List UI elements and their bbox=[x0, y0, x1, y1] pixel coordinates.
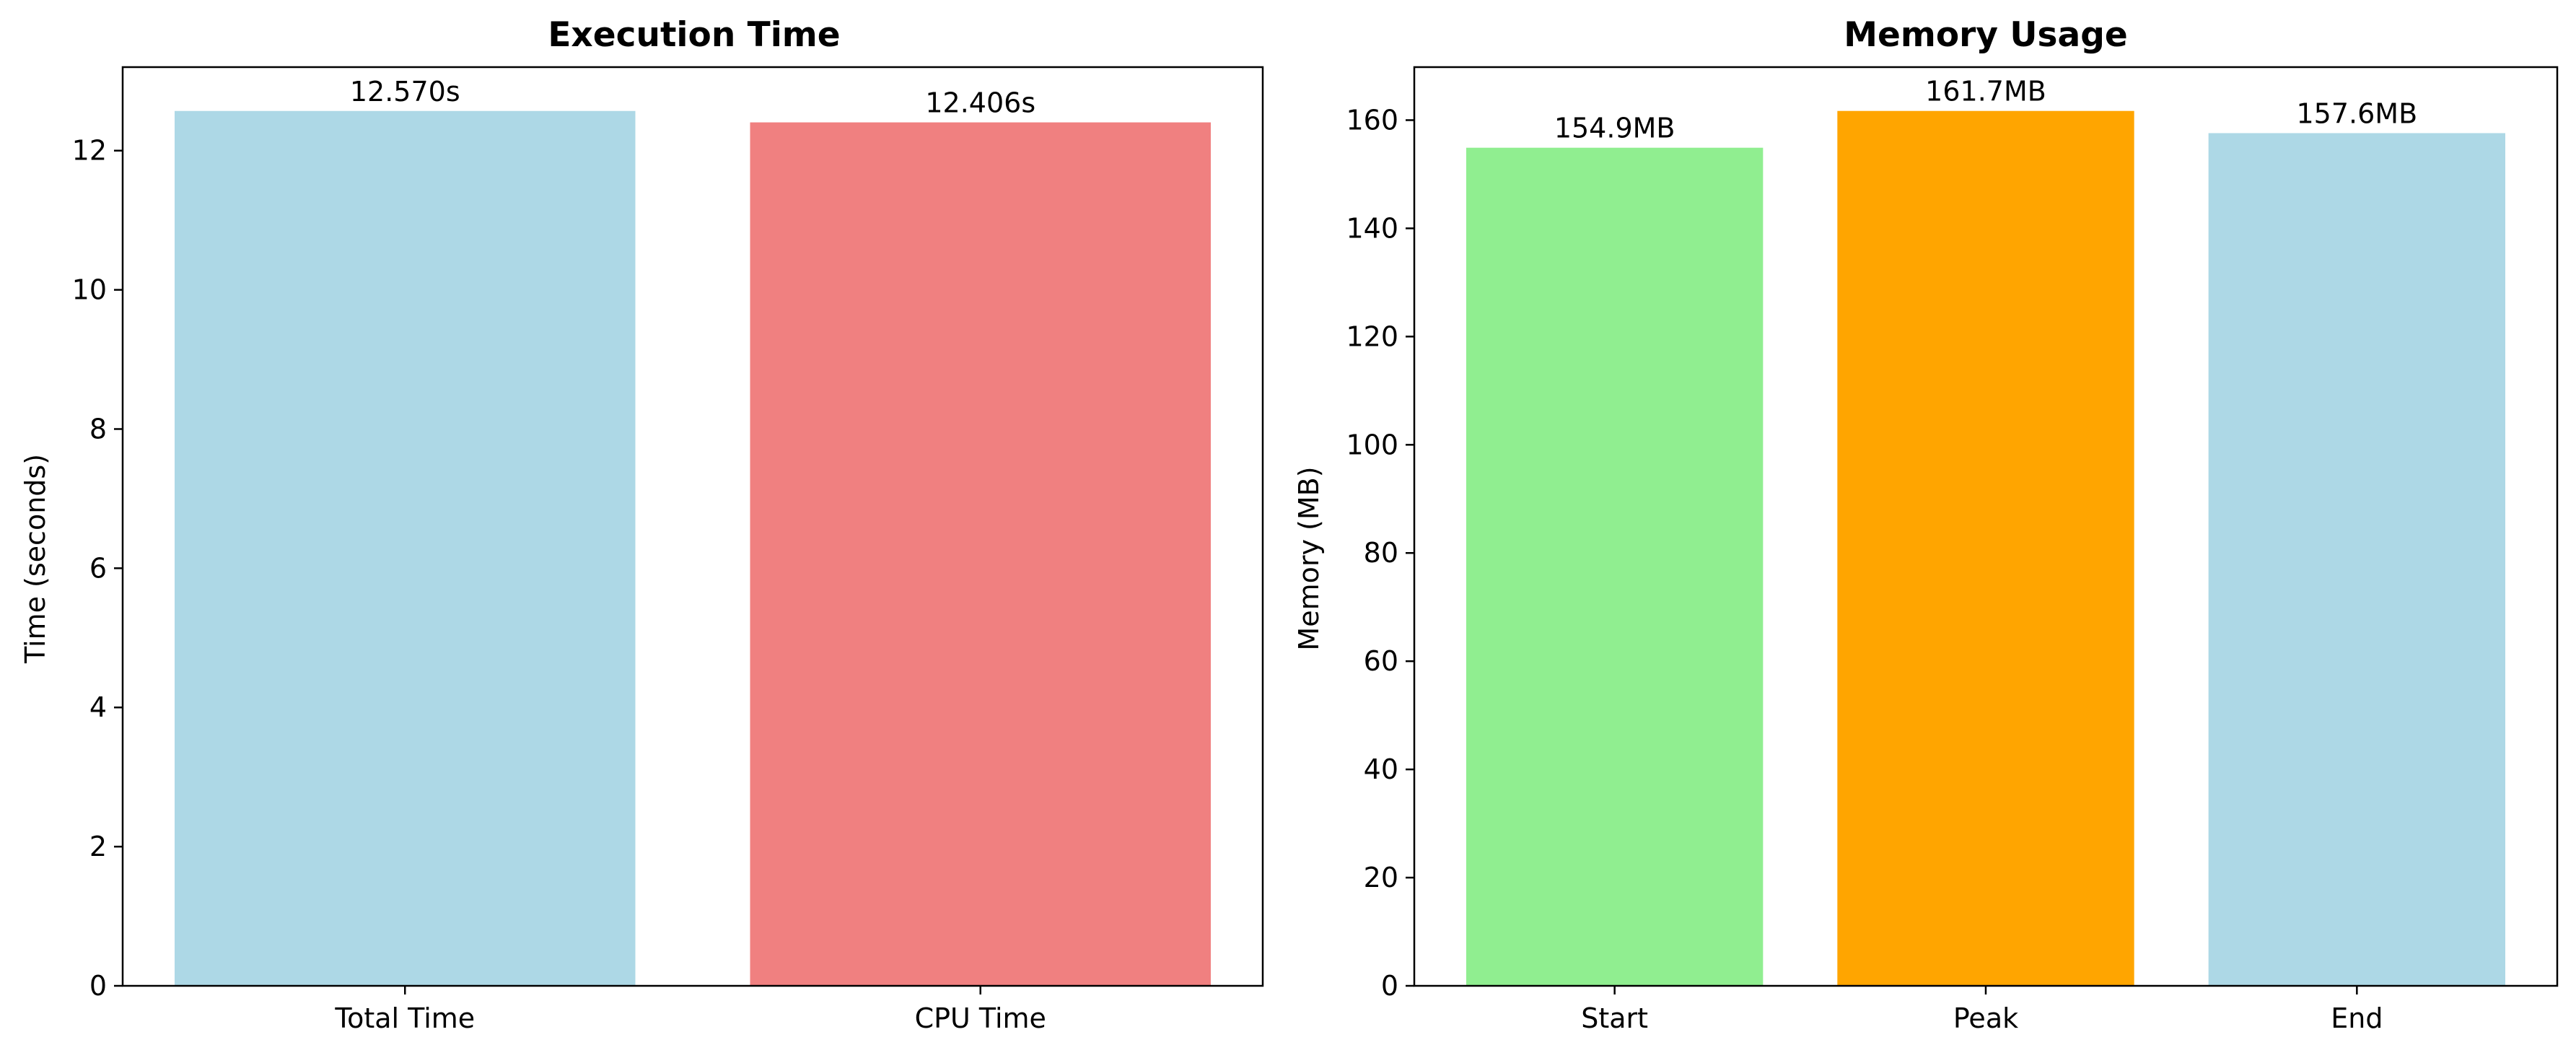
y-tick-label: 6 bbox=[89, 552, 107, 584]
y-tick-label: 100 bbox=[1346, 429, 1398, 460]
y-tick-label: 12 bbox=[72, 135, 107, 167]
y-tick-label: 10 bbox=[72, 274, 107, 306]
chart-title: Memory Usage bbox=[1844, 15, 2127, 55]
x-tick-label: Peak bbox=[1953, 1002, 2018, 1034]
x-tick-label: Start bbox=[1581, 1002, 1648, 1034]
y-axis-ticks: 0 2 4 6 8 10 12 bbox=[72, 135, 123, 1002]
y-tick-label: 0 bbox=[1381, 970, 1398, 1002]
data-label: 12.406s bbox=[925, 87, 1035, 119]
bar bbox=[175, 110, 636, 986]
y-tick-label: 160 bbox=[1346, 104, 1398, 136]
memory-usage-chart: Memory Usage Memory (MB) 0 20 40 60 80 100 120… bbox=[1293, 15, 2559, 1034]
data-label: 154.9MB bbox=[1554, 113, 1675, 144]
data-label: 12.570s bbox=[350, 76, 460, 108]
x-axis-ticks: Start Peak End bbox=[1581, 986, 2383, 1034]
x-tick-label: CPU Time bbox=[915, 1002, 1046, 1034]
plot-frame bbox=[1413, 66, 2559, 987]
y-tick-label: 60 bbox=[1364, 645, 1398, 677]
bars: 154.9MB 161.7MB 157.6MB bbox=[1466, 76, 2505, 986]
y-axis-label: Memory (MB) bbox=[1293, 466, 1325, 650]
x-axis-ticks: Total Time CPU Time bbox=[334, 986, 1046, 1034]
bar bbox=[1466, 147, 1764, 986]
data-label: 161.7MB bbox=[1925, 76, 2046, 108]
x-tick-label: End bbox=[2331, 1002, 2383, 1034]
bar bbox=[750, 122, 1211, 986]
y-tick-label: 140 bbox=[1346, 212, 1398, 244]
x-tick-label: Total Time bbox=[334, 1002, 475, 1034]
y-tick-label: 4 bbox=[89, 691, 107, 723]
y-tick-label: 40 bbox=[1364, 753, 1398, 785]
data-label: 157.6MB bbox=[2297, 97, 2418, 129]
y-tick-label: 8 bbox=[89, 413, 107, 445]
execution-time-chart: Execution Time Time (seconds) 024681012 … bbox=[19, 15, 1264, 1034]
y-axis-label: Time (seconds) bbox=[19, 454, 51, 664]
y-axis-ticks: 0 20 40 60 80 100 120 140 160 bbox=[1346, 104, 1414, 1002]
bars: 12.570s 12.406s bbox=[175, 76, 1211, 986]
y-tick-label: 0 bbox=[89, 970, 107, 1002]
y-tick-label: 120 bbox=[1346, 320, 1398, 352]
plot-frame bbox=[121, 66, 1264, 987]
y-tick-label: 2 bbox=[89, 831, 107, 862]
y-tick-label: 20 bbox=[1364, 862, 1398, 893]
chart-title: Execution Time bbox=[548, 15, 840, 55]
bar bbox=[2208, 133, 2505, 986]
y-tick-label: 80 bbox=[1364, 537, 1398, 569]
bar bbox=[1837, 110, 2134, 986]
